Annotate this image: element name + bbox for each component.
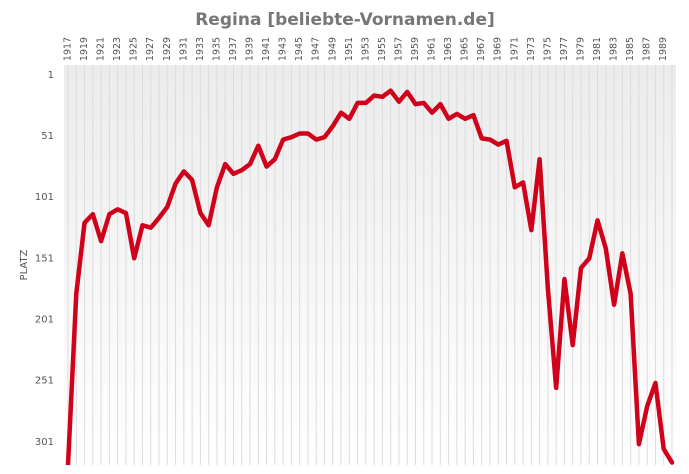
x-tick-label: 1937 — [228, 37, 239, 61]
chart-title: Regina [beliebte-Vornamen.de] — [195, 10, 495, 30]
x-tick-label: 1947 — [311, 37, 322, 61]
y-tick-label: 1 — [48, 70, 54, 81]
x-tick-label: 1919 — [79, 37, 90, 61]
x-tick-label: 1951 — [344, 37, 355, 61]
y-tick-label: 201 — [35, 314, 54, 325]
x-tick-label: 1917 — [63, 37, 74, 61]
x-tick-label: 1923 — [112, 37, 123, 61]
x-tick-label: 1925 — [129, 37, 140, 61]
x-tick-label: 1987 — [642, 37, 653, 61]
x-tick-label: 1985 — [625, 37, 636, 61]
x-tick-label: 1963 — [443, 37, 454, 61]
plot-background — [64, 65, 676, 465]
y-axis-label: PLATZ — [19, 249, 30, 280]
x-tick-label: 1943 — [278, 37, 289, 61]
y-tick-label: 101 — [35, 192, 54, 203]
x-tick-label: 1969 — [493, 37, 504, 61]
x-tick-label: 1981 — [592, 37, 603, 61]
x-tick-label: 1939 — [245, 37, 256, 61]
x-tick-label: 1971 — [509, 37, 520, 61]
x-tick-label: 1977 — [559, 37, 570, 61]
data-line — [65, 88, 675, 465]
x-tick-label: 1945 — [294, 37, 305, 61]
y-tick-label: 151 — [35, 253, 54, 264]
x-tick-label: 1935 — [211, 37, 222, 61]
x-tick-label: 1973 — [526, 37, 537, 61]
x-tick-label: 1927 — [145, 37, 156, 61]
x-tick-label: 1929 — [162, 37, 173, 61]
x-tick-label: 1933 — [195, 37, 206, 61]
y-tick-label: 51 — [41, 131, 54, 142]
x-tick-label: 1975 — [542, 37, 553, 61]
x-tick-label: 1957 — [393, 37, 404, 61]
x-tick-label: 1983 — [609, 37, 620, 61]
x-tick-label: 1931 — [178, 37, 189, 61]
x-tick-label: 1967 — [476, 37, 487, 61]
x-tick-label: 1949 — [327, 37, 338, 61]
x-tick-label: 1965 — [460, 37, 471, 61]
x-tick-label: 1961 — [427, 37, 438, 61]
x-tick-label: 1979 — [575, 37, 586, 61]
x-tick-label: 1989 — [658, 37, 669, 61]
y-tick-label: 251 — [35, 376, 54, 387]
x-tick-label: 1955 — [377, 37, 388, 61]
x-tick-label: 1921 — [96, 37, 107, 61]
y-tick-label: 301 — [35, 437, 54, 448]
x-tick-label: 1953 — [360, 37, 371, 61]
x-tick-label: 1959 — [410, 37, 421, 61]
x-tick-label: 1941 — [261, 37, 272, 61]
